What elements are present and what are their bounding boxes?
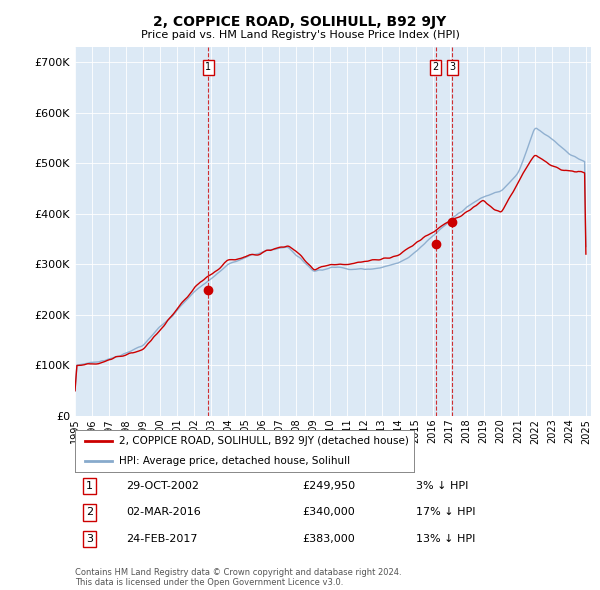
Text: 2: 2 bbox=[86, 507, 93, 517]
Text: £249,950: £249,950 bbox=[302, 481, 355, 491]
Text: 1: 1 bbox=[205, 63, 211, 73]
Text: 3% ↓ HPI: 3% ↓ HPI bbox=[416, 481, 468, 491]
Text: 2: 2 bbox=[433, 63, 439, 73]
Text: 3: 3 bbox=[86, 534, 93, 544]
Text: 02-MAR-2016: 02-MAR-2016 bbox=[127, 507, 202, 517]
Text: £340,000: £340,000 bbox=[302, 507, 355, 517]
Text: £383,000: £383,000 bbox=[302, 534, 355, 544]
Text: 3: 3 bbox=[449, 63, 455, 73]
Text: 1: 1 bbox=[86, 481, 93, 491]
Text: Contains HM Land Registry data © Crown copyright and database right 2024.
This d: Contains HM Land Registry data © Crown c… bbox=[75, 568, 401, 587]
Text: 13% ↓ HPI: 13% ↓ HPI bbox=[416, 534, 475, 544]
Text: 29-OCT-2002: 29-OCT-2002 bbox=[127, 481, 200, 491]
Text: 17% ↓ HPI: 17% ↓ HPI bbox=[416, 507, 475, 517]
Text: HPI: Average price, detached house, Solihull: HPI: Average price, detached house, Soli… bbox=[119, 456, 350, 466]
Text: 2, COPPICE ROAD, SOLIHULL, B92 9JY (detached house): 2, COPPICE ROAD, SOLIHULL, B92 9JY (deta… bbox=[119, 437, 409, 447]
Text: Price paid vs. HM Land Registry's House Price Index (HPI): Price paid vs. HM Land Registry's House … bbox=[140, 30, 460, 40]
Text: 24-FEB-2017: 24-FEB-2017 bbox=[127, 534, 198, 544]
Text: 2, COPPICE ROAD, SOLIHULL, B92 9JY: 2, COPPICE ROAD, SOLIHULL, B92 9JY bbox=[154, 15, 446, 29]
